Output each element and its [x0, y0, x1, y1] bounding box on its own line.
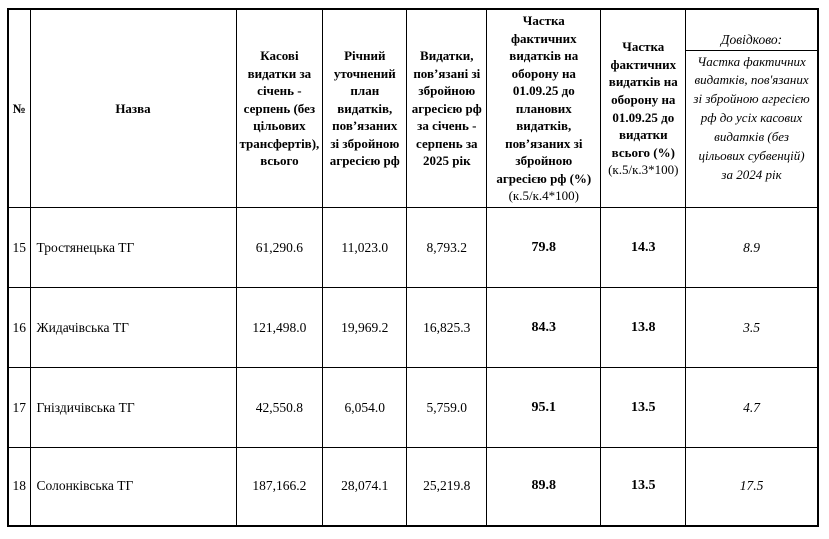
header-reference-label: Довідково:	[686, 31, 817, 51]
cell-cash: 121,498.0	[235, 287, 324, 369]
cell-reference-2024: 4.7	[685, 367, 819, 449]
cell-pct-of-plan: 79.8	[486, 207, 602, 289]
cell-number: 17	[7, 367, 31, 449]
header-war-expenditures: Видатки, пов’язані зі збройною агресією …	[406, 8, 488, 209]
cell-name: Солонківська ТГ	[29, 447, 237, 527]
header-cash-expenditures: Касові видатки за січень - серпень (без …	[235, 8, 324, 209]
header-row: № Назва Касові видатки за січень - серпе…	[7, 8, 819, 209]
header-reference-inner: Довідково: Частка фактичних видатків, по…	[686, 31, 817, 187]
cell-cash: 187,166.2	[235, 447, 324, 527]
cell-reference-2024: 3.5	[685, 287, 819, 369]
table-row: 16 Жидачівська ТГ 121,498.0 19,969.2 16,…	[7, 287, 819, 369]
cell-pct-of-total: 13.5	[600, 447, 687, 527]
header-pct-of-total-text: Частка фактичних видатків на оборону на …	[608, 39, 678, 160]
cell-pct-of-total: 13.8	[600, 287, 687, 369]
header-name: Назва	[29, 8, 237, 209]
cell-name: Жидачівська ТГ	[29, 287, 237, 369]
header-pct-of-plan-text: Частка фактичних видатків на оборону на …	[496, 13, 592, 186]
cell-plan: 11,023.0	[322, 207, 408, 289]
header-pct-of-plan-formula: (к.5/к.4*100)	[508, 188, 579, 204]
cell-pct-of-plan: 89.8	[486, 447, 602, 527]
cell-spent: 5,759.0	[406, 367, 488, 449]
cell-name: Гніздичівська ТГ	[29, 367, 237, 449]
cell-name: Тростянецька ТГ	[29, 207, 237, 289]
cell-pct-of-plan: 95.1	[486, 367, 602, 449]
cell-spent: 8,793.2	[406, 207, 488, 289]
table-row: 18 Солонківська ТГ 187,166.2 28,074.1 25…	[7, 447, 819, 527]
cell-number: 15	[7, 207, 31, 289]
cell-cash: 61,290.6	[235, 207, 324, 289]
header-reference-text: Частка фактичних видатків, пов'язаних зі…	[693, 53, 810, 182]
table-row: 17 Гніздичівська ТГ 42,550.8 6,054.0 5,7…	[7, 367, 819, 449]
header-pct-of-total-formula: (к.5/к.3*100)	[608, 162, 679, 178]
cell-pct-of-plan: 84.3	[486, 287, 602, 369]
header-reference: Довідково: Частка фактичних видатків, по…	[685, 8, 819, 209]
table-row: 15 Тростянецька ТГ 61,290.6 11,023.0 8,7…	[7, 207, 819, 289]
cell-number: 16	[7, 287, 31, 369]
cell-pct-of-total: 13.5	[600, 367, 687, 449]
cell-pct-of-total: 14.3	[600, 207, 687, 289]
cell-spent: 25,219.8	[406, 447, 488, 527]
header-pct-of-plan: Частка фактичних видатків на оборону на …	[486, 8, 602, 209]
cell-cash: 42,550.8	[235, 367, 324, 449]
cell-number: 18	[7, 447, 31, 527]
cell-reference-2024: 8.9	[685, 207, 819, 289]
header-annual-plan: Річний уточнений план видатків, пов’язан…	[322, 8, 408, 209]
cell-spent: 16,825.3	[406, 287, 488, 369]
cell-plan: 19,969.2	[322, 287, 408, 369]
header-number: №	[7, 8, 31, 209]
cell-reference-2024: 17.5	[685, 447, 819, 527]
header-pct-of-total: Частка фактичних видатків на оборону на …	[600, 8, 687, 209]
cell-plan: 28,074.1	[322, 447, 408, 527]
cell-plan: 6,054.0	[322, 367, 408, 449]
defense-expenditures-table: № Назва Касові видатки за січень - серпе…	[7, 8, 819, 527]
